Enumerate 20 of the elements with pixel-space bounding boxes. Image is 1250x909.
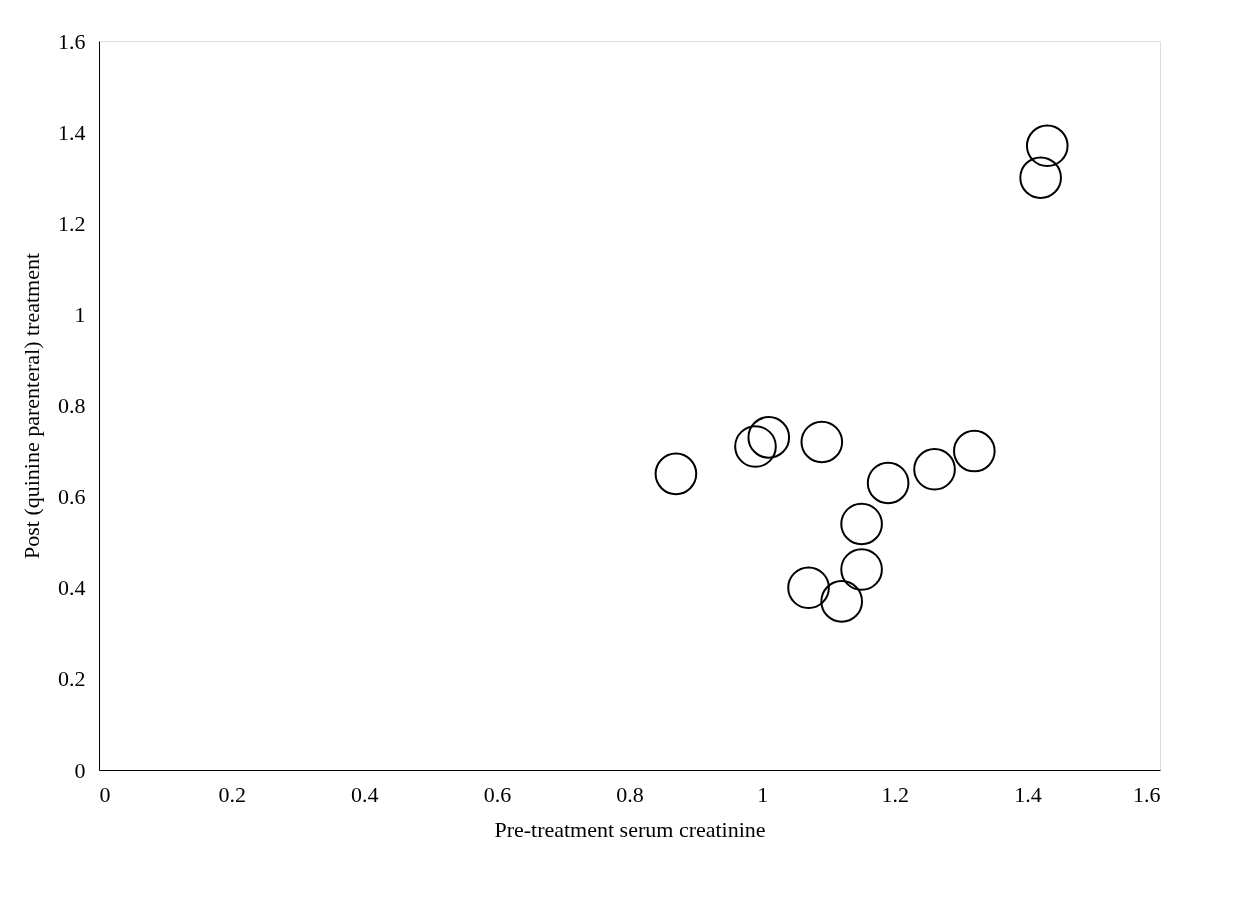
- y-tick-label: 1.4: [58, 119, 86, 145]
- y-tick-label: 1.6: [58, 28, 86, 54]
- y-tick-label: 0.4: [58, 575, 86, 601]
- x-tick-label: 1.6: [1133, 781, 1161, 807]
- x-tick-label: 0.6: [483, 781, 512, 807]
- x-tick-label: 1.2: [881, 781, 909, 807]
- y-tick-label: 1.2: [58, 210, 86, 236]
- y-tick-label: 0.8: [58, 393, 86, 418]
- x-tick-label: 1.4: [1014, 781, 1042, 807]
- y-tick-label: 0.2: [58, 666, 86, 692]
- x-tick-label: 1: [757, 781, 769, 807]
- x-tick-label: 0: [99, 781, 111, 807]
- y-tick-label: 0: [74, 757, 86, 783]
- y-axis-title: Post (quinine parenteral) treatment: [19, 252, 44, 560]
- x-tick-label: 0.4: [351, 781, 379, 807]
- x-tick-label: 0.2: [218, 781, 246, 807]
- y-tick-label: 0.6: [58, 484, 86, 510]
- x-tick-label: 0.8: [616, 781, 644, 807]
- y-tick-label: 1: [74, 301, 86, 327]
- x-axis-title: Pre-treatment serum creatinine: [494, 816, 766, 842]
